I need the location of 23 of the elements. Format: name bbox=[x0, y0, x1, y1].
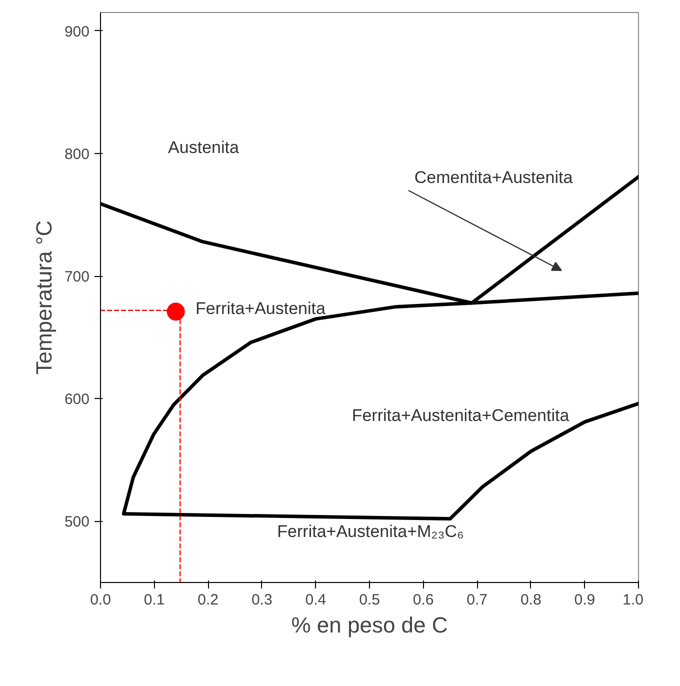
annotation: Cementita+Austenita bbox=[414, 168, 574, 187]
x-tick-label: 0.0 bbox=[90, 592, 111, 608]
x-tick-label: 0.6 bbox=[412, 592, 434, 608]
y-axis-title: Temperatura °C bbox=[31, 220, 56, 375]
annotation: Ferrita+Austenita bbox=[196, 299, 326, 318]
y-tick-label: 600 bbox=[64, 391, 90, 408]
y-tick-label: 700 bbox=[64, 268, 90, 286]
annotation: Ferrita+Austenita+M₂₃C₆ bbox=[277, 522, 464, 541]
x-tick-label: 1.0 bbox=[622, 592, 644, 608]
y-tick-label: 500 bbox=[64, 514, 90, 531]
x-tick-label: 0.2 bbox=[198, 592, 219, 608]
x-tick-label: 0.5 bbox=[359, 592, 380, 608]
x-axis-title: % en peso de C bbox=[291, 612, 448, 638]
x-tick-label: 0.7 bbox=[466, 592, 488, 608]
x-tick-label: 0.8 bbox=[520, 592, 542, 608]
x-tick-label: 0.9 bbox=[574, 592, 596, 608]
x-tick-label: 0.4 bbox=[305, 592, 326, 608]
y-tick-label: 900 bbox=[64, 23, 90, 40]
annotation: Ferrita+Austenita+Cementita bbox=[352, 406, 570, 425]
annotation: Austenita bbox=[168, 138, 240, 157]
y-tick-label: 800 bbox=[64, 146, 90, 163]
x-tick-label: 0.3 bbox=[251, 592, 272, 608]
x-tick-label: 0.1 bbox=[144, 592, 165, 608]
